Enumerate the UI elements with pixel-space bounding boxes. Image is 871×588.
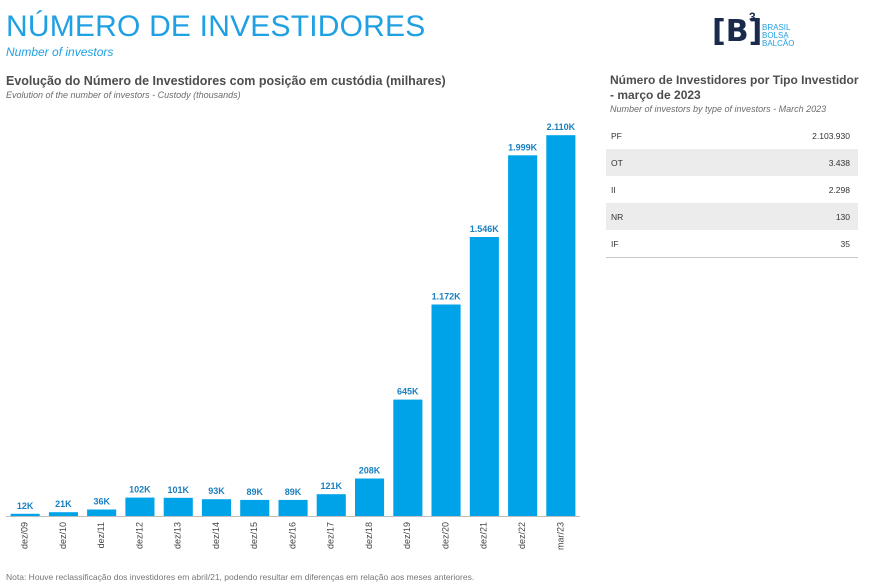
side-table-subtitle: Number of investors by type of investors… xyxy=(610,104,827,114)
table-row: NR 130 xyxy=(606,203,858,230)
table-row: IF 35 xyxy=(606,230,858,257)
x-tick-label: dez/15 xyxy=(249,522,259,549)
table-row: PF 2.103.930 xyxy=(606,122,858,149)
data-label: 102K xyxy=(129,485,151,495)
row-label: OT xyxy=(611,157,623,168)
page-subtitle: Number of investors xyxy=(6,45,114,59)
bar-dez-17 xyxy=(316,494,346,516)
row-value: 2.103.930 xyxy=(812,130,850,141)
footnote: Nota: Houve reclassificação dos investid… xyxy=(6,572,475,582)
bar-dez-22 xyxy=(508,155,538,517)
bar-dez-21 xyxy=(469,237,499,516)
bar-dez-11 xyxy=(87,509,117,516)
b3-logo: [B] 3 BRASIL BOLSA BALCÃO xyxy=(712,10,822,56)
x-tick-label: dez/13 xyxy=(173,522,183,549)
bar-dez-20 xyxy=(431,304,461,516)
bar-mar-23 xyxy=(546,135,576,516)
side-table-title: Número de Investidores por Tipo Investid… xyxy=(610,73,859,102)
x-tick-label: dez/20 xyxy=(440,522,450,549)
x-tick-label: dez/22 xyxy=(517,522,527,549)
x-tick-label: dez/16 xyxy=(287,522,297,549)
bar-dez-16 xyxy=(278,499,308,516)
bar-dez-15 xyxy=(240,499,270,516)
bar-dez-19 xyxy=(393,399,423,516)
logo-wordmark: BRASIL BOLSA BALCÃO xyxy=(762,24,794,48)
row-label: NR xyxy=(611,211,624,222)
row-value: 3.438 xyxy=(828,157,850,168)
data-label: 36K xyxy=(93,497,110,507)
investor-type-table: PF 2.103.930 OT 3.438 II 2.298 NR 130 IF… xyxy=(606,122,858,258)
row-value: 130 xyxy=(835,211,850,222)
x-tick-label: dez/09 xyxy=(19,522,29,549)
bar-dez-12 xyxy=(125,497,155,516)
bar-dez-18 xyxy=(355,478,385,516)
x-tick-label: dez/12 xyxy=(134,522,144,549)
x-tick-label: dez/10 xyxy=(58,522,68,549)
data-label: 93K xyxy=(208,486,225,496)
data-label: 1.172K xyxy=(432,292,462,302)
x-tick-label: dez/21 xyxy=(479,522,489,549)
data-label: 1.999K xyxy=(508,142,538,152)
bar-dez-13 xyxy=(163,497,193,516)
chart-subtitle: Evolution of the number of investors - C… xyxy=(6,90,241,100)
bar-dez-10 xyxy=(48,512,78,516)
data-label: 12K xyxy=(17,501,34,511)
bar-dez-09 xyxy=(10,513,40,516)
table-row: OT 3.438 xyxy=(606,149,858,176)
x-tick-label: dez/17 xyxy=(326,522,336,549)
row-label: II xyxy=(611,184,616,195)
page-title: NÚMERO DE INVESTIDORES xyxy=(6,10,426,43)
x-tick-label: mar/23 xyxy=(555,522,565,550)
data-label: 2.110K xyxy=(547,122,576,132)
data-label: 101K xyxy=(167,485,189,495)
data-label: 89K xyxy=(246,487,263,497)
x-tick-label: dez/11 xyxy=(96,522,106,548)
row-label: PF xyxy=(611,130,622,141)
logo-superscript: 3 xyxy=(749,10,756,24)
row-value: 35 xyxy=(840,238,850,249)
data-label: 645K xyxy=(397,387,419,397)
row-label: IF xyxy=(611,238,619,249)
x-tick-label: dez/18 xyxy=(364,522,374,549)
table-row: II 2.298 xyxy=(606,176,858,203)
data-label: 121K xyxy=(321,481,343,491)
data-label: 1.546K xyxy=(470,224,500,234)
logo-line-3: BALCÃO xyxy=(762,39,795,48)
bar-dez-14 xyxy=(201,499,231,516)
data-label: 89K xyxy=(285,487,302,497)
logo-mark: [B] xyxy=(712,14,763,49)
investors-bar-chart: 12K dez/09 21K dez/10 36K dez/11 102K dez/12 101… xyxy=(6,122,580,550)
x-tick-label: dez/19 xyxy=(402,522,412,549)
data-label: 21K xyxy=(55,499,72,509)
x-tick-label: dez/14 xyxy=(211,522,221,549)
logo-line-2: BOLSA xyxy=(762,31,789,40)
row-value: 2.298 xyxy=(828,184,850,195)
data-label: 208K xyxy=(359,466,381,476)
chart-title: Evolução do Número de Investidores com p… xyxy=(6,74,446,88)
logo-line-1: BRASIL xyxy=(762,23,791,32)
